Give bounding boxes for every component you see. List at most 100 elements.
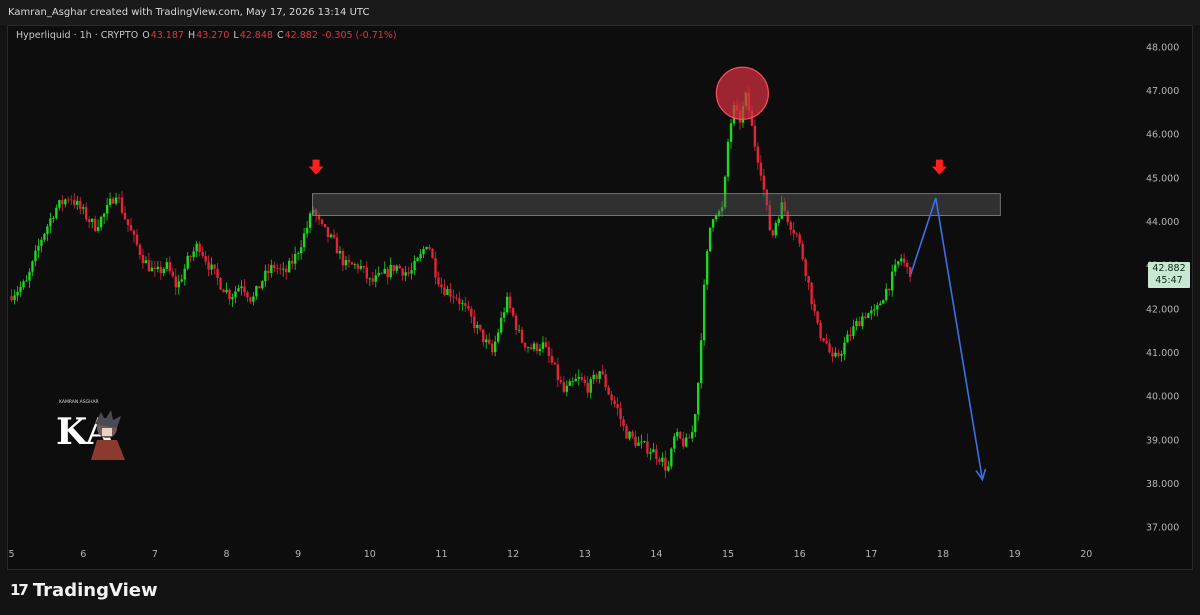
candle — [79, 196, 82, 215]
candle — [801, 240, 804, 261]
candle — [595, 372, 598, 383]
candle — [452, 289, 455, 304]
candle — [249, 296, 252, 304]
candle — [708, 227, 712, 253]
candle — [625, 423, 628, 439]
candle — [389, 257, 392, 280]
top-highlight-circle[interactable] — [715, 66, 769, 120]
x-axis: 5 6 7 8 9 10 11 12 13 14 15 16 17 18 19 20 — [9, 549, 1093, 560]
candle — [320, 218, 324, 227]
candle — [99, 215, 103, 231]
candle — [73, 192, 76, 209]
price-chart[interactable]: 48.00047.00046.00045.00044.00043.00042.0… — [0, 0, 1200, 570]
candle — [428, 244, 431, 251]
candle — [132, 229, 136, 243]
candle — [676, 428, 679, 441]
down-arrow-marker-icon[interactable] — [308, 159, 324, 175]
candle — [589, 376, 592, 399]
candle — [694, 413, 697, 438]
candle — [493, 335, 497, 357]
candle — [67, 196, 70, 203]
candle — [896, 260, 900, 268]
candle — [329, 233, 333, 239]
candle — [338, 246, 342, 260]
candle — [550, 348, 554, 365]
candle — [473, 309, 476, 334]
candle — [350, 261, 354, 265]
x-tick-label: 16 — [794, 549, 806, 560]
candle — [574, 373, 577, 382]
candle — [207, 255, 210, 277]
candle — [46, 224, 49, 242]
y-tick-label: 41.000 — [1146, 348, 1179, 359]
candle — [586, 376, 589, 398]
candle — [461, 299, 464, 311]
candle — [568, 378, 572, 386]
candle — [279, 263, 282, 275]
down-arrow-marker-icon[interactable] — [931, 159, 947, 175]
candle — [843, 337, 846, 361]
candle — [31, 260, 34, 276]
candle — [876, 302, 879, 317]
candle — [353, 262, 357, 270]
candle — [311, 206, 315, 215]
candle — [720, 201, 724, 217]
close-label: C — [276, 30, 284, 41]
candle — [105, 197, 109, 221]
candle — [22, 279, 25, 290]
candle — [849, 327, 852, 342]
candle — [765, 189, 769, 212]
projection-path[interactable] — [909, 197, 984, 480]
candle — [431, 247, 434, 259]
candle — [753, 119, 757, 152]
x-tick-label: 10 — [364, 549, 376, 560]
candle — [49, 212, 52, 234]
candle — [541, 336, 545, 353]
chart-panel[interactable] — [7, 25, 1193, 570]
candle — [144, 256, 148, 264]
candle — [679, 431, 682, 440]
candle — [822, 337, 825, 343]
candle — [404, 265, 407, 282]
candle — [449, 283, 452, 303]
candle — [323, 223, 327, 229]
candle — [864, 312, 867, 320]
candle — [646, 433, 649, 458]
candle — [252, 292, 255, 306]
candle — [496, 328, 500, 344]
candle — [317, 212, 321, 225]
candle — [19, 281, 22, 297]
candle — [499, 311, 503, 335]
candle — [55, 204, 58, 220]
tradingview-logo[interactable]: 17 TradingView — [10, 578, 158, 602]
candle — [562, 376, 566, 394]
candle — [192, 246, 195, 262]
y-tick-label: 45.000 — [1146, 173, 1179, 184]
candle — [470, 306, 473, 324]
bar-countdown: 45:47 — [1155, 275, 1183, 286]
candle — [10, 288, 13, 303]
candle — [658, 456, 661, 465]
y-tick-label: 44.000 — [1146, 217, 1179, 228]
candle — [688, 433, 691, 439]
candle — [96, 219, 100, 233]
candle — [213, 264, 216, 275]
resistance-zone[interactable] — [312, 193, 1001, 216]
candle — [664, 450, 667, 479]
candle — [514, 313, 518, 335]
open-label: O — [142, 30, 150, 41]
candle — [368, 277, 372, 286]
candle — [819, 319, 822, 341]
candle — [640, 434, 643, 449]
candle — [813, 298, 816, 316]
candle — [401, 267, 404, 281]
candle — [711, 218, 715, 232]
candle — [108, 192, 112, 208]
candle — [529, 343, 533, 351]
candle — [643, 440, 646, 444]
x-tick-label: 15 — [722, 549, 734, 560]
candle — [476, 321, 479, 335]
candle — [667, 460, 670, 472]
candle — [347, 254, 351, 269]
candle — [553, 362, 557, 366]
